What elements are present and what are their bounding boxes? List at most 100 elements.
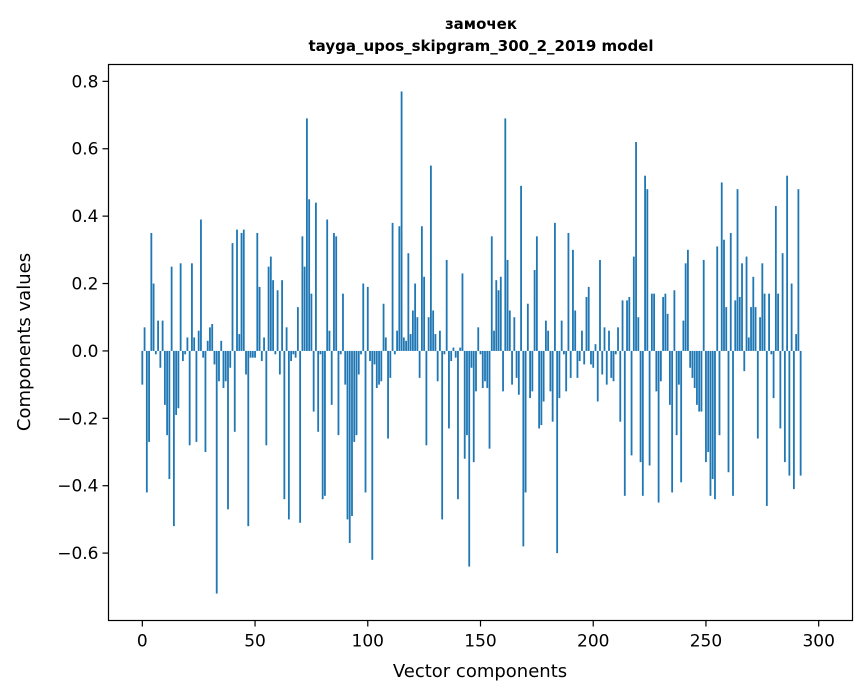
bar-89 — [342, 293, 344, 351]
bar-42 — [236, 229, 238, 351]
bar-127 — [427, 317, 430, 351]
bar-142 — [461, 273, 464, 351]
bar-179 — [544, 320, 547, 351]
y-axis-ticks: −0.6 −0.4 −0.2 0.0 0.2 0.4 0.6 0.8 — [57, 72, 109, 564]
bar-146 — [470, 350, 473, 368]
bar-138 — [452, 347, 455, 351]
bar-160 — [502, 350, 504, 392]
bar-277 — [765, 350, 768, 506]
bar-52 — [258, 286, 261, 351]
bar-80 — [321, 350, 324, 500]
bar-183 — [553, 222, 556, 351]
bar-75 — [310, 293, 313, 351]
bar-3 — [148, 350, 150, 442]
bar-256 — [718, 350, 721, 436]
bar-233 — [666, 313, 669, 351]
bar-114 — [398, 226, 401, 351]
bar-62 — [281, 280, 284, 351]
bar-92 — [348, 350, 351, 543]
bar-94 — [353, 350, 356, 442]
bar-139 — [454, 350, 457, 358]
y-tick-label: −0.6 — [57, 544, 98, 564]
bar-84 — [330, 350, 333, 405]
bar-225 — [648, 350, 651, 466]
bar-199 — [590, 350, 592, 365]
bar-22 — [191, 263, 193, 351]
bar-137 — [450, 350, 453, 362]
bar-118 — [407, 253, 410, 351]
bar-45 — [242, 229, 245, 351]
bar-135 — [445, 259, 448, 351]
bar-170 — [524, 350, 527, 493]
bar-97 — [360, 350, 362, 355]
bar-239 — [680, 350, 683, 483]
bar-178 — [542, 350, 545, 402]
bar-223 — [644, 175, 646, 351]
bar-91 — [346, 350, 349, 520]
bar-243 — [689, 350, 692, 368]
bar-140 — [457, 350, 459, 500]
bar-276 — [763, 293, 766, 351]
bar-43 — [238, 334, 241, 351]
bar-161 — [504, 118, 507, 351]
bar-95 — [355, 350, 358, 436]
bar-203 — [599, 259, 601, 351]
bar-171 — [526, 303, 529, 351]
bar-20 — [186, 337, 189, 351]
bar-58 — [272, 280, 274, 351]
bar-124 — [420, 226, 423, 351]
bar-122 — [416, 317, 419, 351]
bar-157 — [495, 280, 498, 351]
y-axis-label: Components values — [14, 253, 35, 431]
x-tick-label: 150 — [464, 632, 496, 652]
bar-38 — [227, 350, 229, 510]
bar-40 — [231, 243, 234, 351]
bar-23 — [193, 337, 196, 351]
bar-278 — [768, 293, 770, 351]
bar-79 — [319, 350, 322, 355]
bar-113 — [396, 330, 398, 351]
bar-188 — [565, 350, 568, 392]
bar-241 — [684, 263, 687, 351]
bar-78 — [317, 350, 320, 432]
bar-60 — [276, 290, 279, 351]
bar-28 — [204, 350, 207, 453]
bar-98 — [362, 283, 365, 351]
bar-208 — [610, 350, 613, 378]
bar-230 — [659, 350, 662, 382]
bar-229 — [657, 350, 660, 503]
bar-192 — [574, 310, 577, 351]
bar-125 — [423, 276, 426, 351]
bar-67 — [292, 350, 295, 355]
bar-222 — [641, 350, 644, 496]
bar-169 — [522, 350, 525, 547]
bar-6 — [154, 350, 157, 355]
bar-290 — [795, 334, 798, 351]
bar-181 — [549, 350, 552, 392]
bar-25 — [197, 330, 200, 351]
bar-247 — [698, 350, 701, 412]
bar-120 — [411, 310, 414, 351]
y-tick-label: 0.8 — [71, 72, 98, 92]
y-tick-label: 0.6 — [71, 140, 98, 160]
bar-150 — [479, 350, 482, 355]
x-tick-label: 100 — [352, 632, 384, 652]
bar-166 — [515, 350, 518, 378]
x-tick-label: 300 — [802, 632, 834, 652]
bar-69 — [296, 307, 299, 351]
bar-232 — [664, 293, 667, 351]
bar-48 — [249, 350, 252, 358]
bar-105 — [378, 350, 380, 385]
bar-167 — [517, 350, 520, 395]
bar-250 — [705, 350, 707, 463]
bar-117 — [405, 340, 408, 351]
bar-189 — [567, 232, 570, 351]
bar-262 — [732, 350, 734, 496]
bar-254 — [714, 350, 716, 500]
bar-156 — [493, 330, 495, 351]
bar-53 — [260, 350, 263, 362]
bar-1 — [143, 327, 146, 351]
bar-211 — [617, 327, 619, 351]
chart-subtitle: tayga_upos_skipgram_300_2_2019 model — [309, 37, 654, 55]
bar-72 — [303, 266, 306, 351]
